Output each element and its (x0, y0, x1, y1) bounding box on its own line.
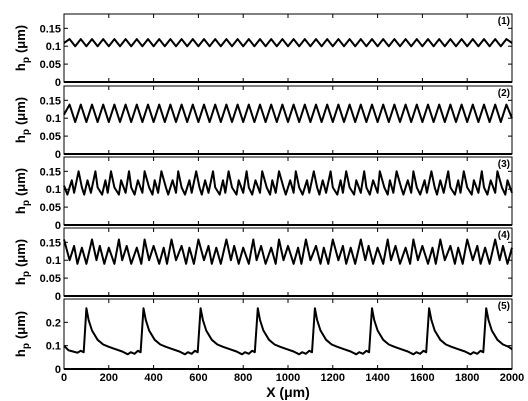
y-axis-label-symbol: h (13, 206, 28, 214)
y-tick-label: 0.15 (40, 23, 61, 35)
y-tick-label: 0.05 (40, 131, 61, 143)
y-tick-label: 0 (55, 149, 61, 161)
panel-label: (4) (498, 230, 510, 241)
series-line-1 (63, 170, 513, 196)
y-axis-label-unit: (μm) (13, 239, 28, 267)
panel-4: 0 0.05 0.1 0.15 (4) hp (μm) (13, 227, 513, 303)
y-tick-label: 0.1 (46, 341, 61, 353)
y-tick-label: 0 (55, 77, 61, 89)
y-tick-label: 0 (55, 220, 61, 232)
y-axis-label-unit: (μm) (13, 168, 28, 196)
x-tick-label: 1200 (321, 372, 345, 384)
y-axis-label-subscript: p (21, 343, 32, 349)
y-tick-label: 0 (55, 291, 61, 303)
x-tick-label: 1800 (455, 372, 479, 384)
y-axis-label-subscript: p (21, 200, 32, 206)
y-tick-label: 0.1 (46, 113, 61, 125)
y-axis-label: hp (μm) (13, 168, 32, 214)
y-tick-label: 0.05 (40, 273, 61, 285)
series-line-1 (63, 238, 513, 265)
y-axis-label-unit: (μm) (13, 311, 28, 339)
panel-label: (3) (498, 159, 510, 170)
x-axis-label: X (μm) (266, 384, 310, 400)
y-tick-label: 0.1 (46, 255, 61, 267)
series-line-1 (63, 307, 513, 356)
panel-frame (63, 13, 513, 83)
y-tick-label: 0.15 (40, 95, 61, 107)
y-tick-label: 0.05 (40, 59, 61, 71)
y-axis-label: hp (μm) (13, 97, 32, 143)
y-axis-label-symbol: h (13, 135, 28, 143)
y-tick-label: 0.1 (46, 41, 61, 53)
series-line-1 (63, 38, 513, 48)
x-tick-label: 800 (234, 372, 252, 384)
panel-5: 0 0.1 0.2 (5) hp (μm) (13, 298, 513, 376)
y-axis-label-unit: (μm) (13, 97, 28, 125)
x-tick-label: 0 (61, 372, 67, 384)
y-axis-label-subscript: p (21, 271, 32, 277)
y-axis-label-symbol: h (13, 277, 28, 285)
y-tick-label: 0 (55, 364, 61, 376)
y-axis-label-symbol: h (13, 349, 28, 357)
panel-label: (2) (498, 88, 510, 99)
panel-label: (1) (498, 16, 510, 27)
y-tick-label: 0.15 (40, 166, 61, 178)
y-tick-label: 0.15 (40, 237, 61, 249)
panel-frame (63, 298, 513, 370)
panel-3: 0 0.05 0.1 0.15 (3) hp (μm) (13, 156, 513, 232)
panel-2: 0 0.05 0.1 0.15 (2) hp (μm) (13, 85, 513, 161)
y-axis-label: hp (μm) (13, 239, 32, 285)
y-axis-label-subscript: p (21, 57, 32, 63)
x-tick-label: 600 (189, 372, 207, 384)
y-axis-label-subscript: p (21, 129, 32, 135)
x-tick-label: 1000 (276, 372, 300, 384)
y-axis-label-symbol: h (13, 63, 28, 71)
series-line-1 (63, 103, 513, 124)
y-tick-label: 0.1 (46, 184, 61, 196)
y-axis-label: hp (μm) (13, 311, 32, 357)
x-tick-label: 200 (100, 372, 118, 384)
panel-1: 0 0.05 0.1 0.15 (1) hp (μm) (13, 13, 513, 89)
y-tick-label: 0.2 (46, 317, 61, 329)
x-tick-label: 1600 (410, 372, 434, 384)
y-axis-label: hp (μm) (13, 25, 32, 71)
panel-label: (5) (498, 301, 510, 312)
x-tick-label: 1400 (365, 372, 389, 384)
x-tick-label: 2000 (500, 372, 524, 384)
y-axis-label-unit: (μm) (13, 25, 28, 53)
y-tick-label: 0.05 (40, 202, 61, 214)
x-tick-label: 400 (144, 372, 162, 384)
